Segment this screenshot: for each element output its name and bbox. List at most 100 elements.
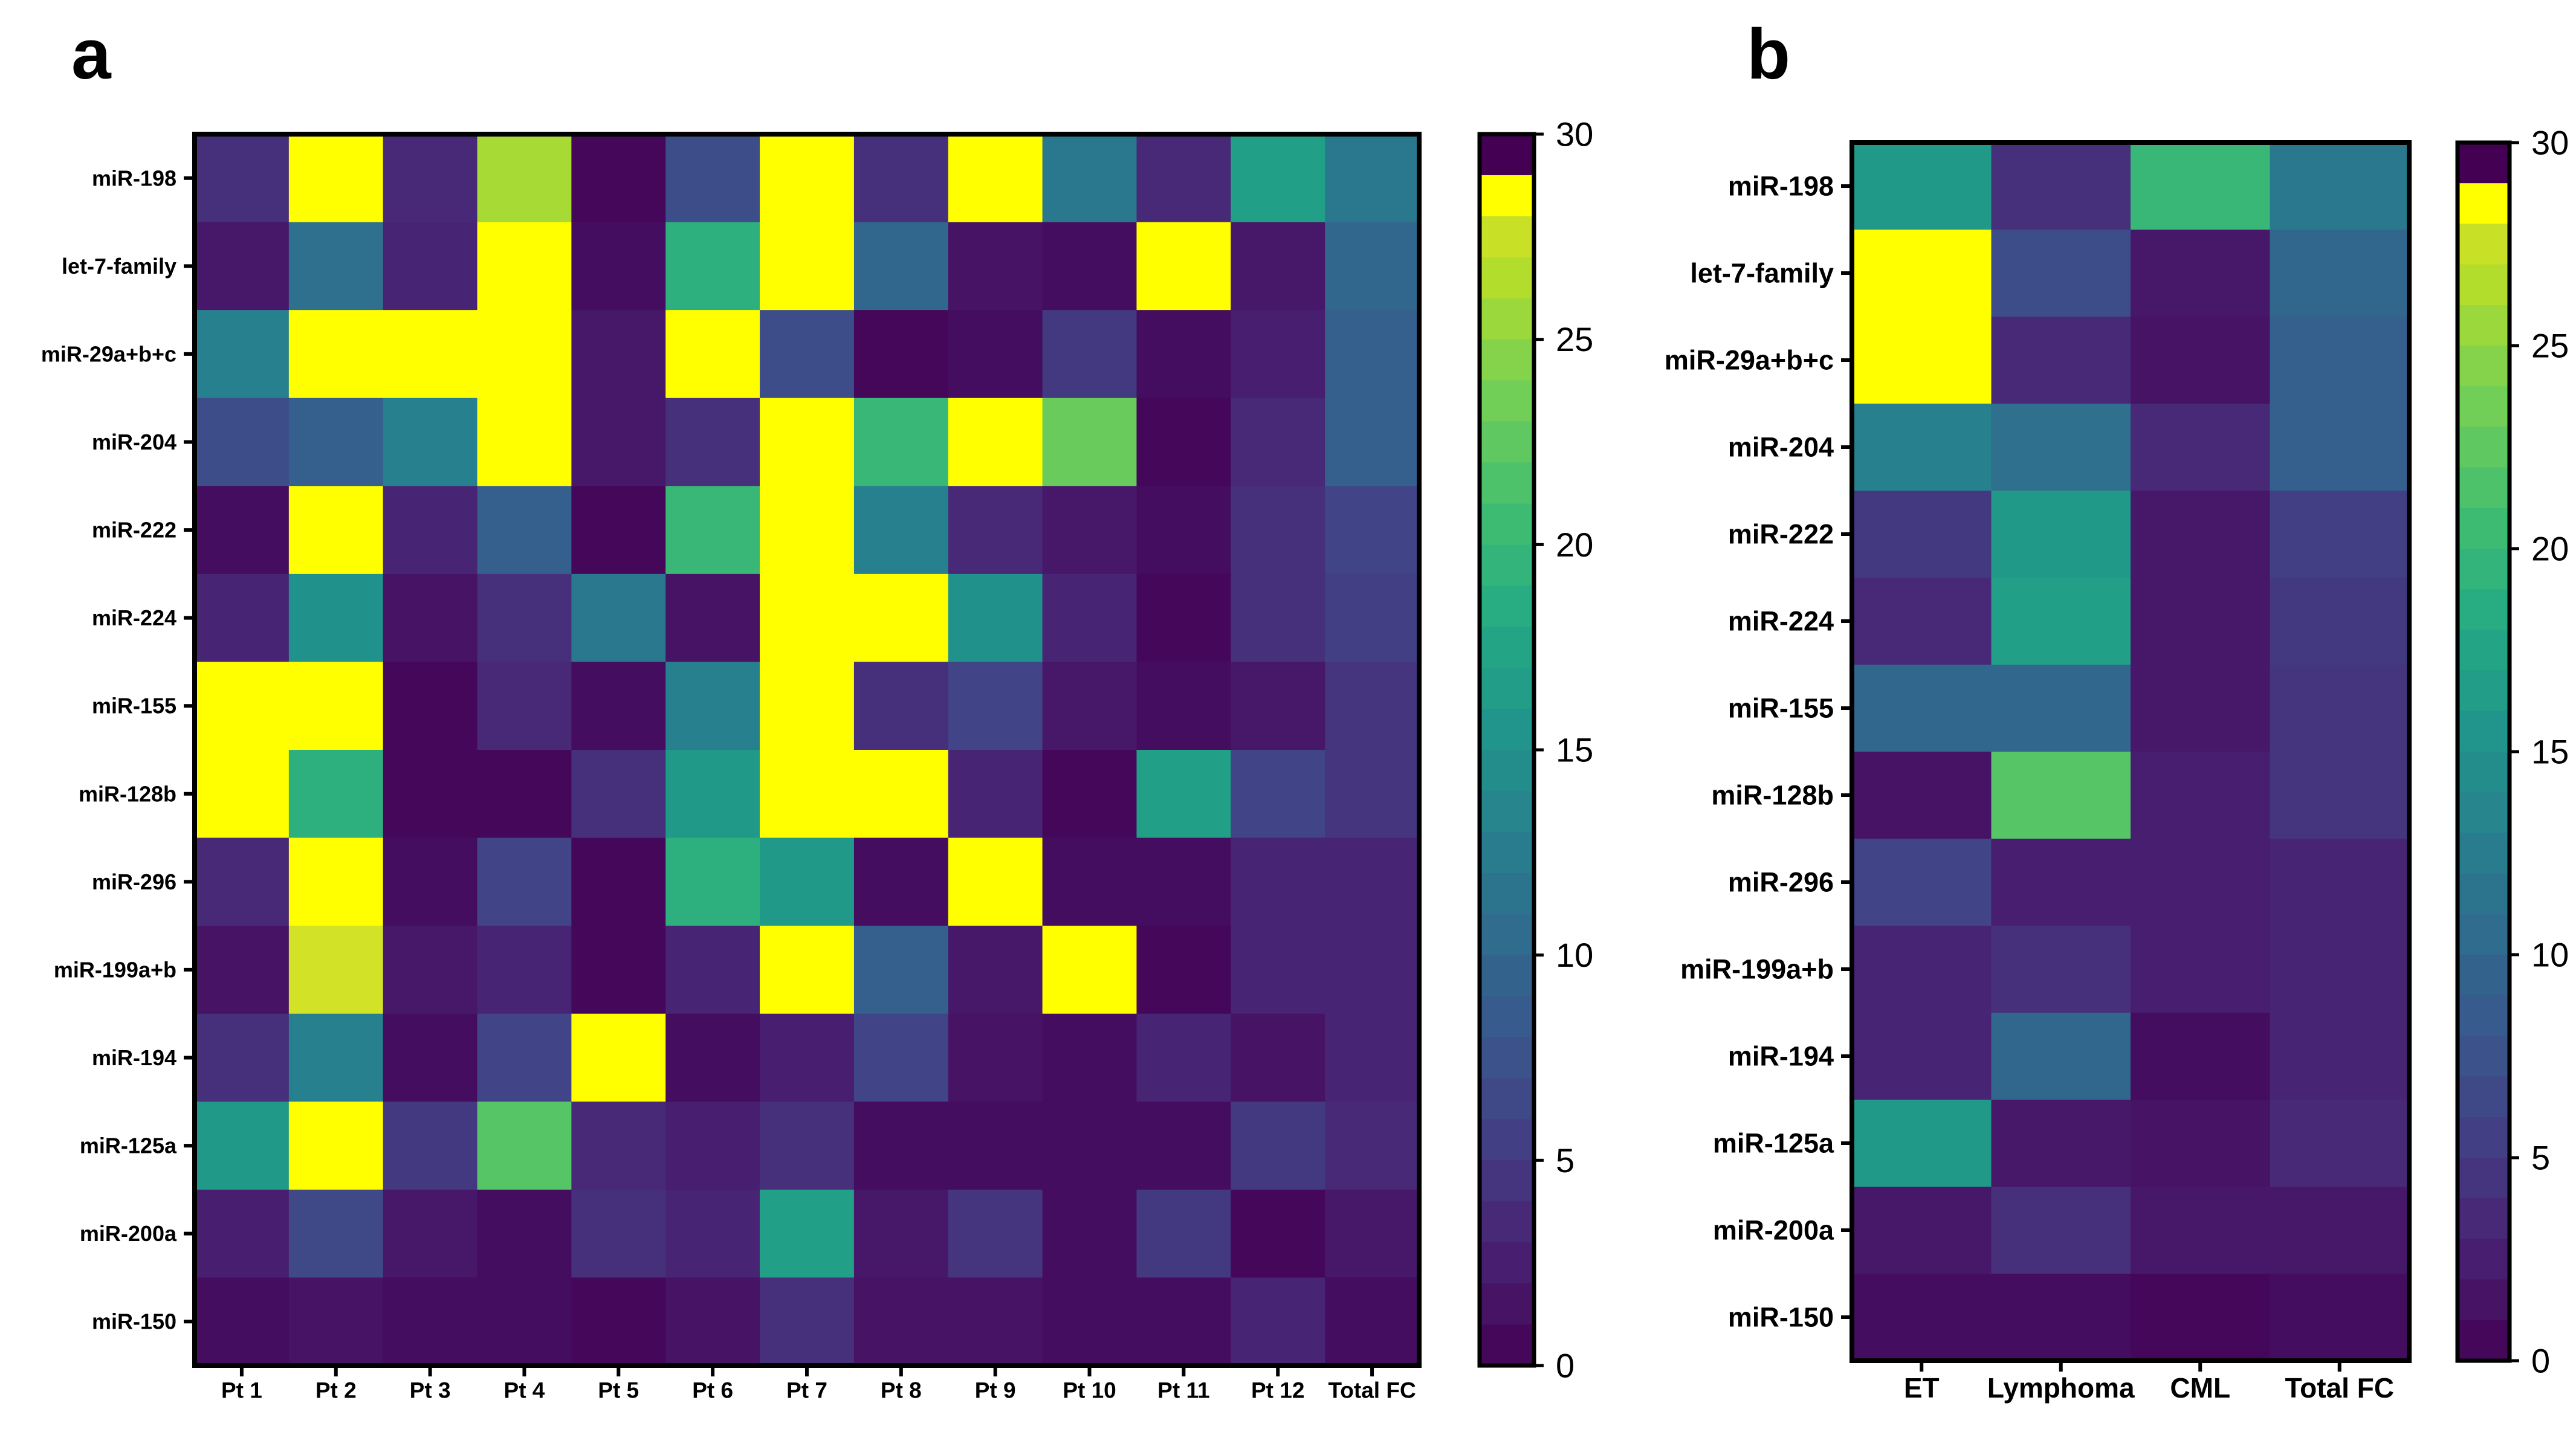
row-label: miR-128b (1711, 780, 1834, 811)
cell-mir-200a-total-fc (1325, 1189, 1420, 1279)
row-label: miR-29a+b+c (41, 341, 176, 366)
colorbar-segment (2458, 670, 2510, 712)
cell-mir-194-pt-7 (760, 1013, 855, 1102)
cell-mir-296-lymphoma (1991, 839, 2131, 926)
cell-mir-199a-b-pt-6 (665, 926, 760, 1014)
colorbar-segment (2458, 1279, 2510, 1321)
column-label: Pt 1 (221, 1378, 262, 1402)
colorbar-segment (1480, 421, 1534, 463)
cell-mir-194-pt-12 (1231, 1013, 1325, 1102)
colorbar-segment (2458, 1076, 2510, 1118)
cell-mir-128b-et (1852, 752, 1992, 839)
cell-mir-200a-pt-1 (195, 1189, 290, 1279)
colorbar-segment (2458, 305, 2510, 346)
colorbar-segment (2458, 833, 2510, 874)
cell-mir-128b-total-fc (2270, 752, 2410, 839)
cell-mir-150-pt-11 (1136, 1277, 1231, 1366)
cell-mir-200a-pt-11 (1136, 1189, 1231, 1279)
colorbar-segment (1480, 1078, 1534, 1120)
cell-mir-222-pt-3 (383, 486, 478, 575)
column-label: Pt 3 (410, 1378, 451, 1402)
cell-mir-194-pt-4 (477, 1013, 572, 1102)
colorbar-segment (2458, 508, 2510, 549)
heatmap-panel-b: miR-198 let-7-family miR-29a+b+c miR-204 miR… (1665, 140, 2412, 1404)
colorbar-segment (2458, 549, 2510, 590)
colorbar-segment (2458, 1320, 2510, 1361)
row-label: miR-224 (1728, 606, 1834, 637)
cell-mir-204-pt-12 (1231, 398, 1325, 486)
cell-mir-200a-pt-3 (383, 1189, 478, 1279)
row-label: miR-296 (1728, 867, 1834, 898)
colorbar-segment (2458, 346, 2510, 387)
colorbar-segment (2458, 1117, 2510, 1158)
cell-mir-29a-b-c-pt-8 (853, 310, 949, 399)
cell-let-7-family-pt-6 (665, 222, 760, 311)
cell-mir-296-pt-5 (571, 837, 666, 926)
cell-mir-128b-pt-1 (195, 750, 290, 839)
cell-mir-155-pt-1 (195, 662, 290, 750)
cell-mir-199a-b-pt-1 (195, 926, 290, 1014)
colorbar-segment (2458, 427, 2510, 468)
cell-mir-204-pt-4 (477, 398, 572, 486)
colorbar-tick-label: 10 (1556, 936, 1593, 974)
cell-mir-29a-b-c-pt-11 (1136, 310, 1231, 399)
cell-mir-198-total-fc (1325, 134, 1420, 223)
row-label: miR-200a (1713, 1215, 1834, 1246)
cell-mir-198-pt-1 (195, 134, 290, 223)
colorbar-panel-b: 0 5 10 15 20 25 30 (2455, 124, 2569, 1380)
cell-mir-199a-b-total-fc (2270, 926, 2410, 1013)
row-label: miR-155 (92, 694, 176, 718)
row-label: miR-194 (1728, 1041, 1834, 1072)
row-label: miR-199a+b (1680, 954, 1834, 985)
cell-mir-296-cml (2131, 839, 2271, 926)
panel-b-letter: b (1747, 15, 1790, 94)
cell-mir-204-pt-5 (571, 398, 666, 486)
cell-mir-29a-b-c-pt-9 (948, 310, 1043, 399)
cell-mir-200a-et (1852, 1187, 1992, 1274)
colorbar-segment (1480, 216, 1534, 258)
cell-mir-128b-pt-6 (665, 750, 760, 839)
cell-mir-150-pt-9 (948, 1277, 1043, 1366)
cell-mir-194-lymphoma (1991, 1013, 2131, 1100)
cell-mir-200a-lymphoma (1991, 1187, 2131, 1274)
cell-mir-194-cml (2131, 1013, 2271, 1100)
colorbar-segment (1480, 1201, 1534, 1243)
cell-mir-296-pt-12 (1231, 837, 1325, 926)
cell-mir-200a-pt-10 (1042, 1189, 1138, 1279)
cell-mir-199a-b-total-fc (1325, 926, 1420, 1014)
cell-mir-155-et (1852, 665, 1992, 752)
colorbar-tick-label: 5 (2531, 1139, 2550, 1177)
cell-mir-224-cml (2131, 578, 2271, 665)
cell-mir-204-lymphoma (1991, 404, 2131, 491)
cell-mir-198-pt-2 (288, 134, 384, 223)
cell-mir-150-pt-6 (665, 1277, 760, 1366)
colorbar-panel-a: 0 5 10 15 20 25 30 (1477, 115, 1593, 1385)
cell-mir-296-et (1852, 839, 1992, 926)
cell-mir-204-pt-9 (948, 398, 1043, 486)
colorbar-segment (2458, 873, 2510, 915)
cell-mir-296-total-fc (1325, 837, 1420, 926)
column-label: Pt 9 (975, 1378, 1016, 1402)
column-label: Pt 12 (1251, 1378, 1304, 1402)
cell-mir-222-lymphoma (1991, 491, 2131, 578)
cell-mir-128b-pt-3 (383, 750, 478, 839)
cell-mir-150-total-fc (1325, 1277, 1420, 1366)
row-label: miR-155 (1728, 693, 1834, 724)
cell-mir-222-pt-7 (760, 486, 855, 575)
column-label: Pt 6 (692, 1378, 733, 1402)
cell-mir-199a-b-et (1852, 926, 1992, 1013)
cell-mir-204-total-fc (2270, 404, 2410, 491)
cell-mir-222-pt-4 (477, 486, 572, 575)
colorbar-segment (2458, 792, 2510, 833)
colorbar-segment (1480, 462, 1534, 504)
cell-mir-200a-pt-2 (288, 1189, 384, 1279)
column-label: Pt 11 (1157, 1378, 1209, 1402)
cell-mir-155-pt-10 (1042, 662, 1138, 750)
cell-mir-222-pt-6 (665, 486, 760, 575)
cell-mir-198-pt-4 (477, 134, 572, 223)
cell-mir-128b-pt-11 (1136, 750, 1231, 839)
column-label: Total FC (2285, 1372, 2394, 1404)
cell-mir-200a-pt-12 (1231, 1189, 1325, 1279)
cell-mir-194-pt-11 (1136, 1013, 1231, 1102)
cell-let-7-family-pt-7 (760, 222, 855, 311)
